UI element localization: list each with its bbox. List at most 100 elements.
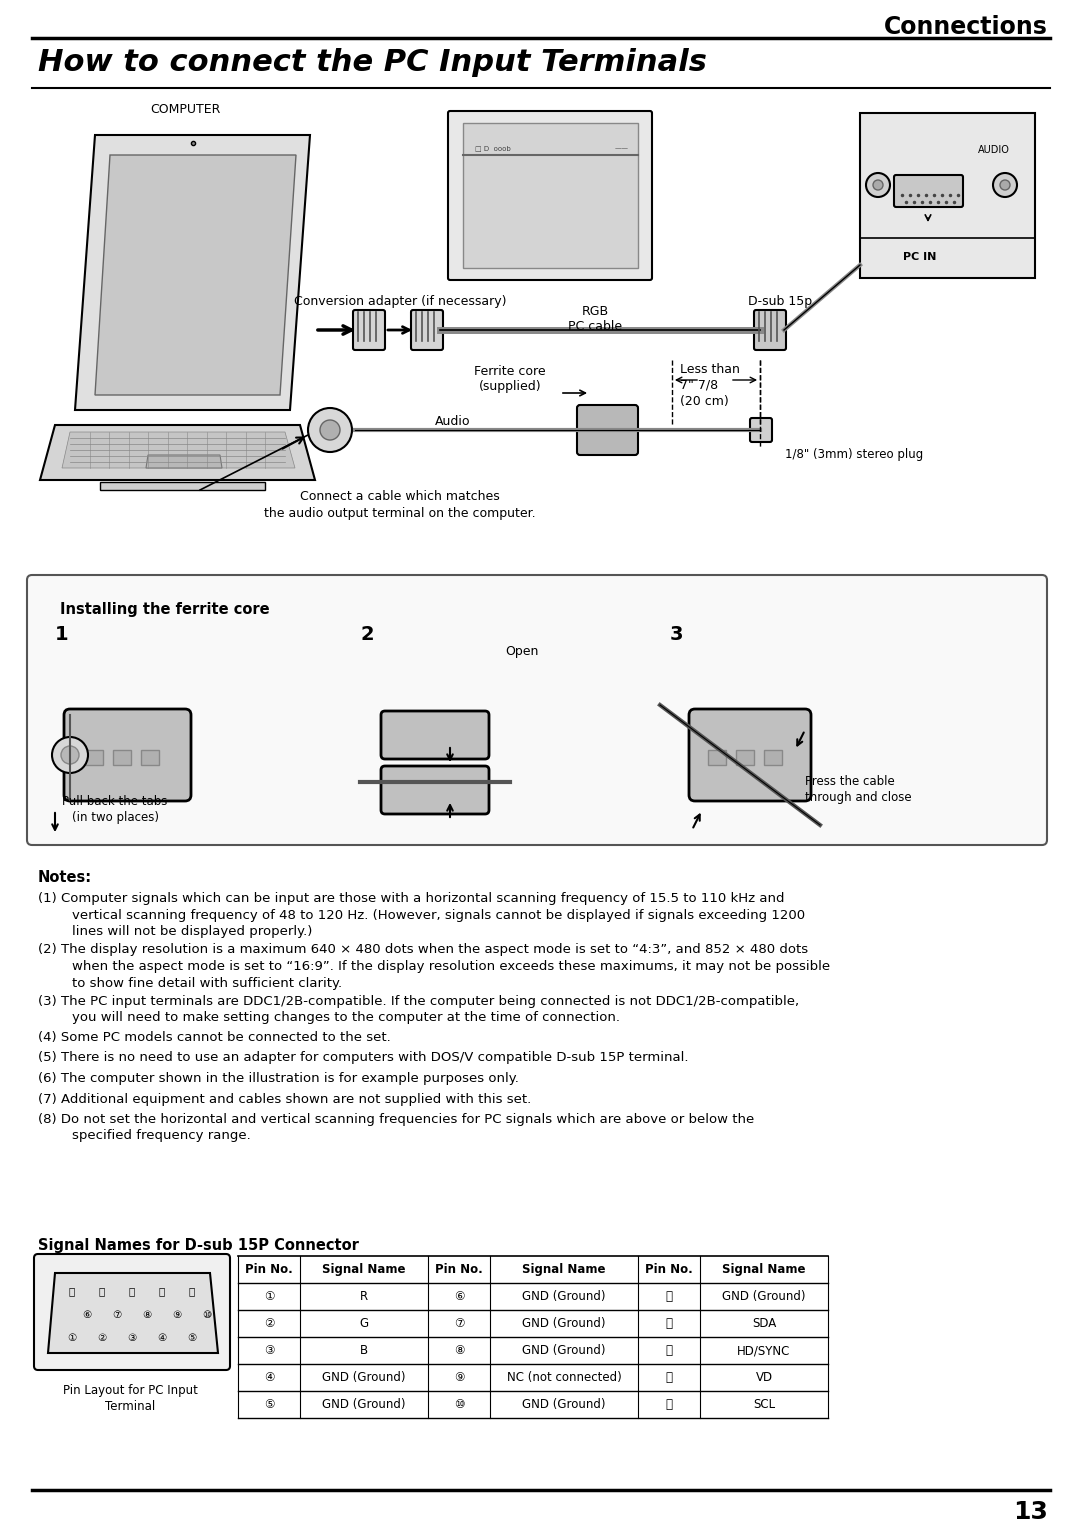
Text: 3: 3 (670, 625, 684, 643)
Circle shape (1000, 180, 1010, 189)
Text: ⑧: ⑧ (454, 1345, 464, 1357)
FancyBboxPatch shape (381, 766, 489, 814)
FancyBboxPatch shape (754, 310, 786, 350)
Text: ⑫: ⑫ (99, 1287, 105, 1296)
Text: ④: ④ (158, 1332, 166, 1343)
Text: GND (Ground): GND (Ground) (322, 1398, 406, 1410)
Text: ⑪: ⑪ (69, 1287, 76, 1296)
FancyBboxPatch shape (33, 1254, 230, 1371)
Text: G: G (360, 1317, 368, 1329)
Text: (3) The PC input terminals are DDC1/2B-compatible. If the computer being connect: (3) The PC input terminals are DDC1/2B-c… (38, 995, 799, 1024)
Circle shape (866, 173, 890, 197)
Text: □ D  ooob: □ D ooob (475, 145, 511, 151)
Text: Notes:: Notes: (38, 869, 92, 885)
Text: ⑥: ⑥ (454, 1290, 464, 1303)
Text: ⑬: ⑬ (665, 1345, 673, 1357)
Text: ⑫: ⑫ (665, 1317, 673, 1329)
Bar (735, 750, 754, 766)
Text: Pull back the tabs
(in two places): Pull back the tabs (in two places) (63, 795, 167, 824)
Text: (5) There is no need to use an adapter for computers with DOS/V compatible D-sub: (5) There is no need to use an adapter f… (38, 1051, 689, 1065)
Text: AUDIO: AUDIO (978, 145, 1010, 154)
Text: ④: ④ (264, 1371, 274, 1384)
Text: ②: ② (264, 1317, 274, 1329)
Text: ⑮: ⑮ (665, 1398, 673, 1410)
Text: (8) Do not set the horizontal and vertical scanning frequencies for PC signals w: (8) Do not set the horizontal and vertic… (38, 1112, 754, 1143)
Text: GND (Ground): GND (Ground) (523, 1398, 606, 1410)
Circle shape (308, 408, 352, 452)
Text: HD/SYNC: HD/SYNC (738, 1345, 791, 1357)
Text: Signal Name: Signal Name (322, 1264, 406, 1276)
Text: 1/8" (3mm) stereo plug: 1/8" (3mm) stereo plug (785, 448, 923, 461)
Text: Installing the ferrite core: Installing the ferrite core (60, 602, 270, 617)
Text: Connections: Connections (885, 15, 1048, 40)
Text: Press the cable
through and close: Press the cable through and close (805, 775, 912, 804)
Text: ⑪: ⑪ (665, 1290, 673, 1303)
Text: (7) Additional equipment and cables shown are not supplied with this set.: (7) Additional equipment and cables show… (38, 1093, 531, 1105)
Bar (764, 750, 782, 766)
Text: Less than
7" 7/8
(20 cm): Less than 7" 7/8 (20 cm) (680, 364, 740, 408)
Bar (141, 750, 159, 766)
Bar (85, 750, 103, 766)
Text: ⑦: ⑦ (112, 1309, 122, 1320)
Text: R: R (360, 1290, 368, 1303)
FancyBboxPatch shape (353, 310, 384, 350)
Circle shape (993, 173, 1017, 197)
Text: GND (Ground): GND (Ground) (523, 1317, 606, 1329)
Text: ⑨: ⑨ (173, 1309, 181, 1320)
Text: VD: VD (755, 1371, 772, 1384)
Text: ③: ③ (127, 1332, 137, 1343)
Text: (6) The computer shown in the illustration is for example purposes only.: (6) The computer shown in the illustrati… (38, 1073, 518, 1085)
FancyBboxPatch shape (750, 419, 772, 442)
Text: 13: 13 (1013, 1500, 1048, 1523)
Text: ⑩: ⑩ (202, 1309, 212, 1320)
Polygon shape (62, 432, 295, 468)
Text: Connect a cable which matches
the audio output terminal on the computer.: Connect a cable which matches the audio … (265, 490, 536, 520)
Text: (4) Some PC models cannot be connected to the set.: (4) Some PC models cannot be connected t… (38, 1031, 391, 1044)
Text: SCL: SCL (753, 1398, 775, 1410)
FancyBboxPatch shape (689, 709, 811, 801)
Text: Audio: Audio (435, 416, 471, 428)
Circle shape (60, 746, 79, 764)
Text: GND (Ground): GND (Ground) (723, 1290, 806, 1303)
Bar (463, 122, 638, 267)
Text: ⑬: ⑬ (129, 1287, 135, 1296)
FancyBboxPatch shape (64, 709, 191, 801)
Text: Pin Layout for PC Input
Terminal: Pin Layout for PC Input Terminal (63, 1384, 198, 1413)
Text: GND (Ground): GND (Ground) (523, 1345, 606, 1357)
Text: Pin No.: Pin No. (645, 1264, 693, 1276)
Text: 2: 2 (360, 625, 374, 643)
Text: ⑮: ⑮ (189, 1287, 195, 1296)
Text: ⑩: ⑩ (454, 1398, 464, 1410)
Text: ⑧: ⑧ (143, 1309, 151, 1320)
Polygon shape (40, 425, 315, 480)
Text: SDA: SDA (752, 1317, 777, 1329)
Text: ⑨: ⑨ (454, 1371, 464, 1384)
Text: ①: ① (67, 1332, 77, 1343)
Text: PC IN: PC IN (903, 252, 936, 261)
Polygon shape (146, 455, 222, 468)
Circle shape (873, 180, 883, 189)
Text: How to connect the PC Input Terminals: How to connect the PC Input Terminals (38, 47, 707, 76)
Circle shape (320, 420, 340, 440)
Text: (2) The display resolution is a maximum 640 × 480 dots when the aspect mode is s: (2) The display resolution is a maximum … (38, 943, 831, 990)
Text: ⑤: ⑤ (187, 1332, 197, 1343)
Text: ⑭: ⑭ (665, 1371, 673, 1384)
Text: ——: —— (615, 145, 629, 151)
Polygon shape (75, 134, 310, 410)
Text: ⑭: ⑭ (159, 1287, 165, 1296)
Bar (113, 750, 131, 766)
Text: 1: 1 (55, 625, 69, 643)
FancyBboxPatch shape (411, 310, 443, 350)
Text: Ferrite core
(supplied): Ferrite core (supplied) (474, 365, 545, 393)
Text: RGB: RGB (581, 306, 608, 318)
FancyBboxPatch shape (381, 711, 489, 759)
Text: ⑥: ⑥ (82, 1309, 92, 1320)
Bar (708, 750, 726, 766)
Text: Pin No.: Pin No. (435, 1264, 483, 1276)
Text: Pin No.: Pin No. (245, 1264, 293, 1276)
Text: ⑦: ⑦ (454, 1317, 464, 1329)
Text: D-sub 15p: D-sub 15p (748, 295, 812, 309)
Circle shape (52, 736, 87, 773)
Bar (860, 113, 1035, 278)
FancyBboxPatch shape (577, 405, 638, 455)
